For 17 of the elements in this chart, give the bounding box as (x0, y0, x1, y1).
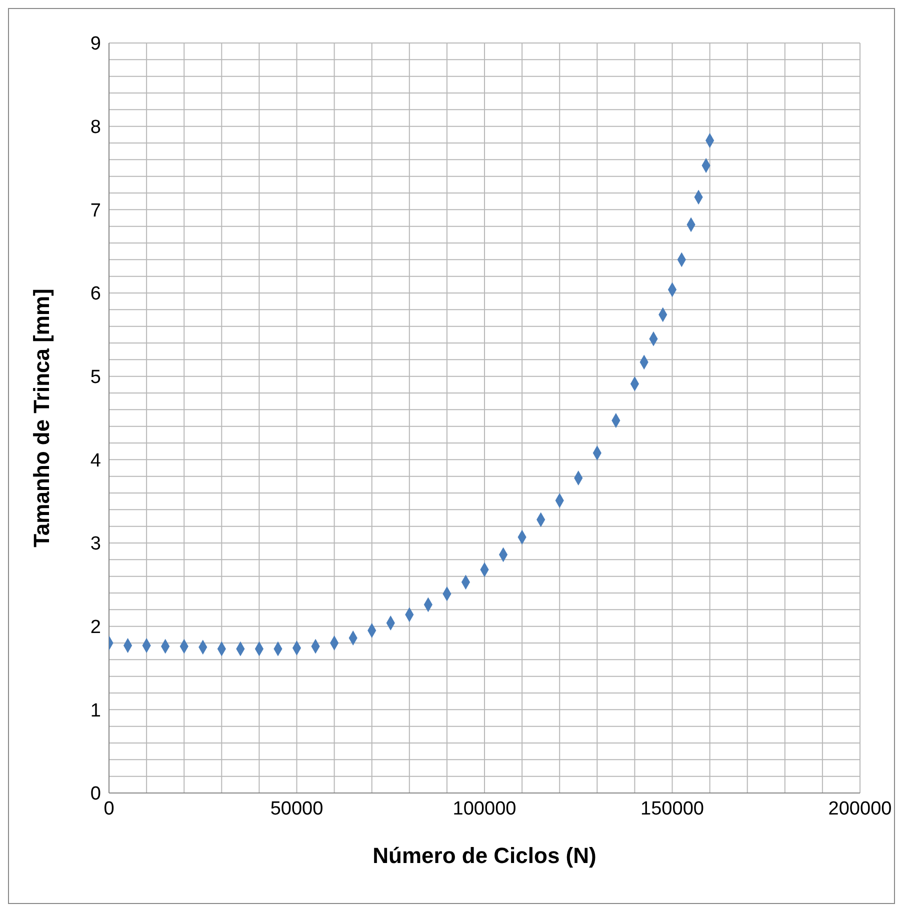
x-tick-label: 0 (104, 798, 114, 820)
y-tick-label: 8 (90, 117, 101, 138)
y-tick-label: 7 (90, 200, 101, 222)
x-tick-label: 200000 (828, 798, 892, 820)
y-tick-label: 6 (90, 284, 101, 305)
y-axis-title: Tamanho de Trinca [mm] (28, 288, 54, 548)
x-tick-label: 100000 (452, 798, 516, 820)
y-tick-label: 4 (90, 450, 102, 472)
y-tick-label: 5 (90, 367, 101, 388)
x-axis-title: Número de Ciclos (N) (372, 843, 596, 868)
x-tick-label: 150000 (640, 798, 704, 820)
y-tick-label: 3 (90, 534, 101, 555)
y-tick-label: 2 (90, 617, 101, 638)
x-tick-label: 50000 (270, 798, 324, 820)
y-tick-label: 0 (90, 784, 101, 805)
y-tick-label: 1 (90, 700, 101, 722)
y-tick-label: 9 (90, 34, 101, 55)
